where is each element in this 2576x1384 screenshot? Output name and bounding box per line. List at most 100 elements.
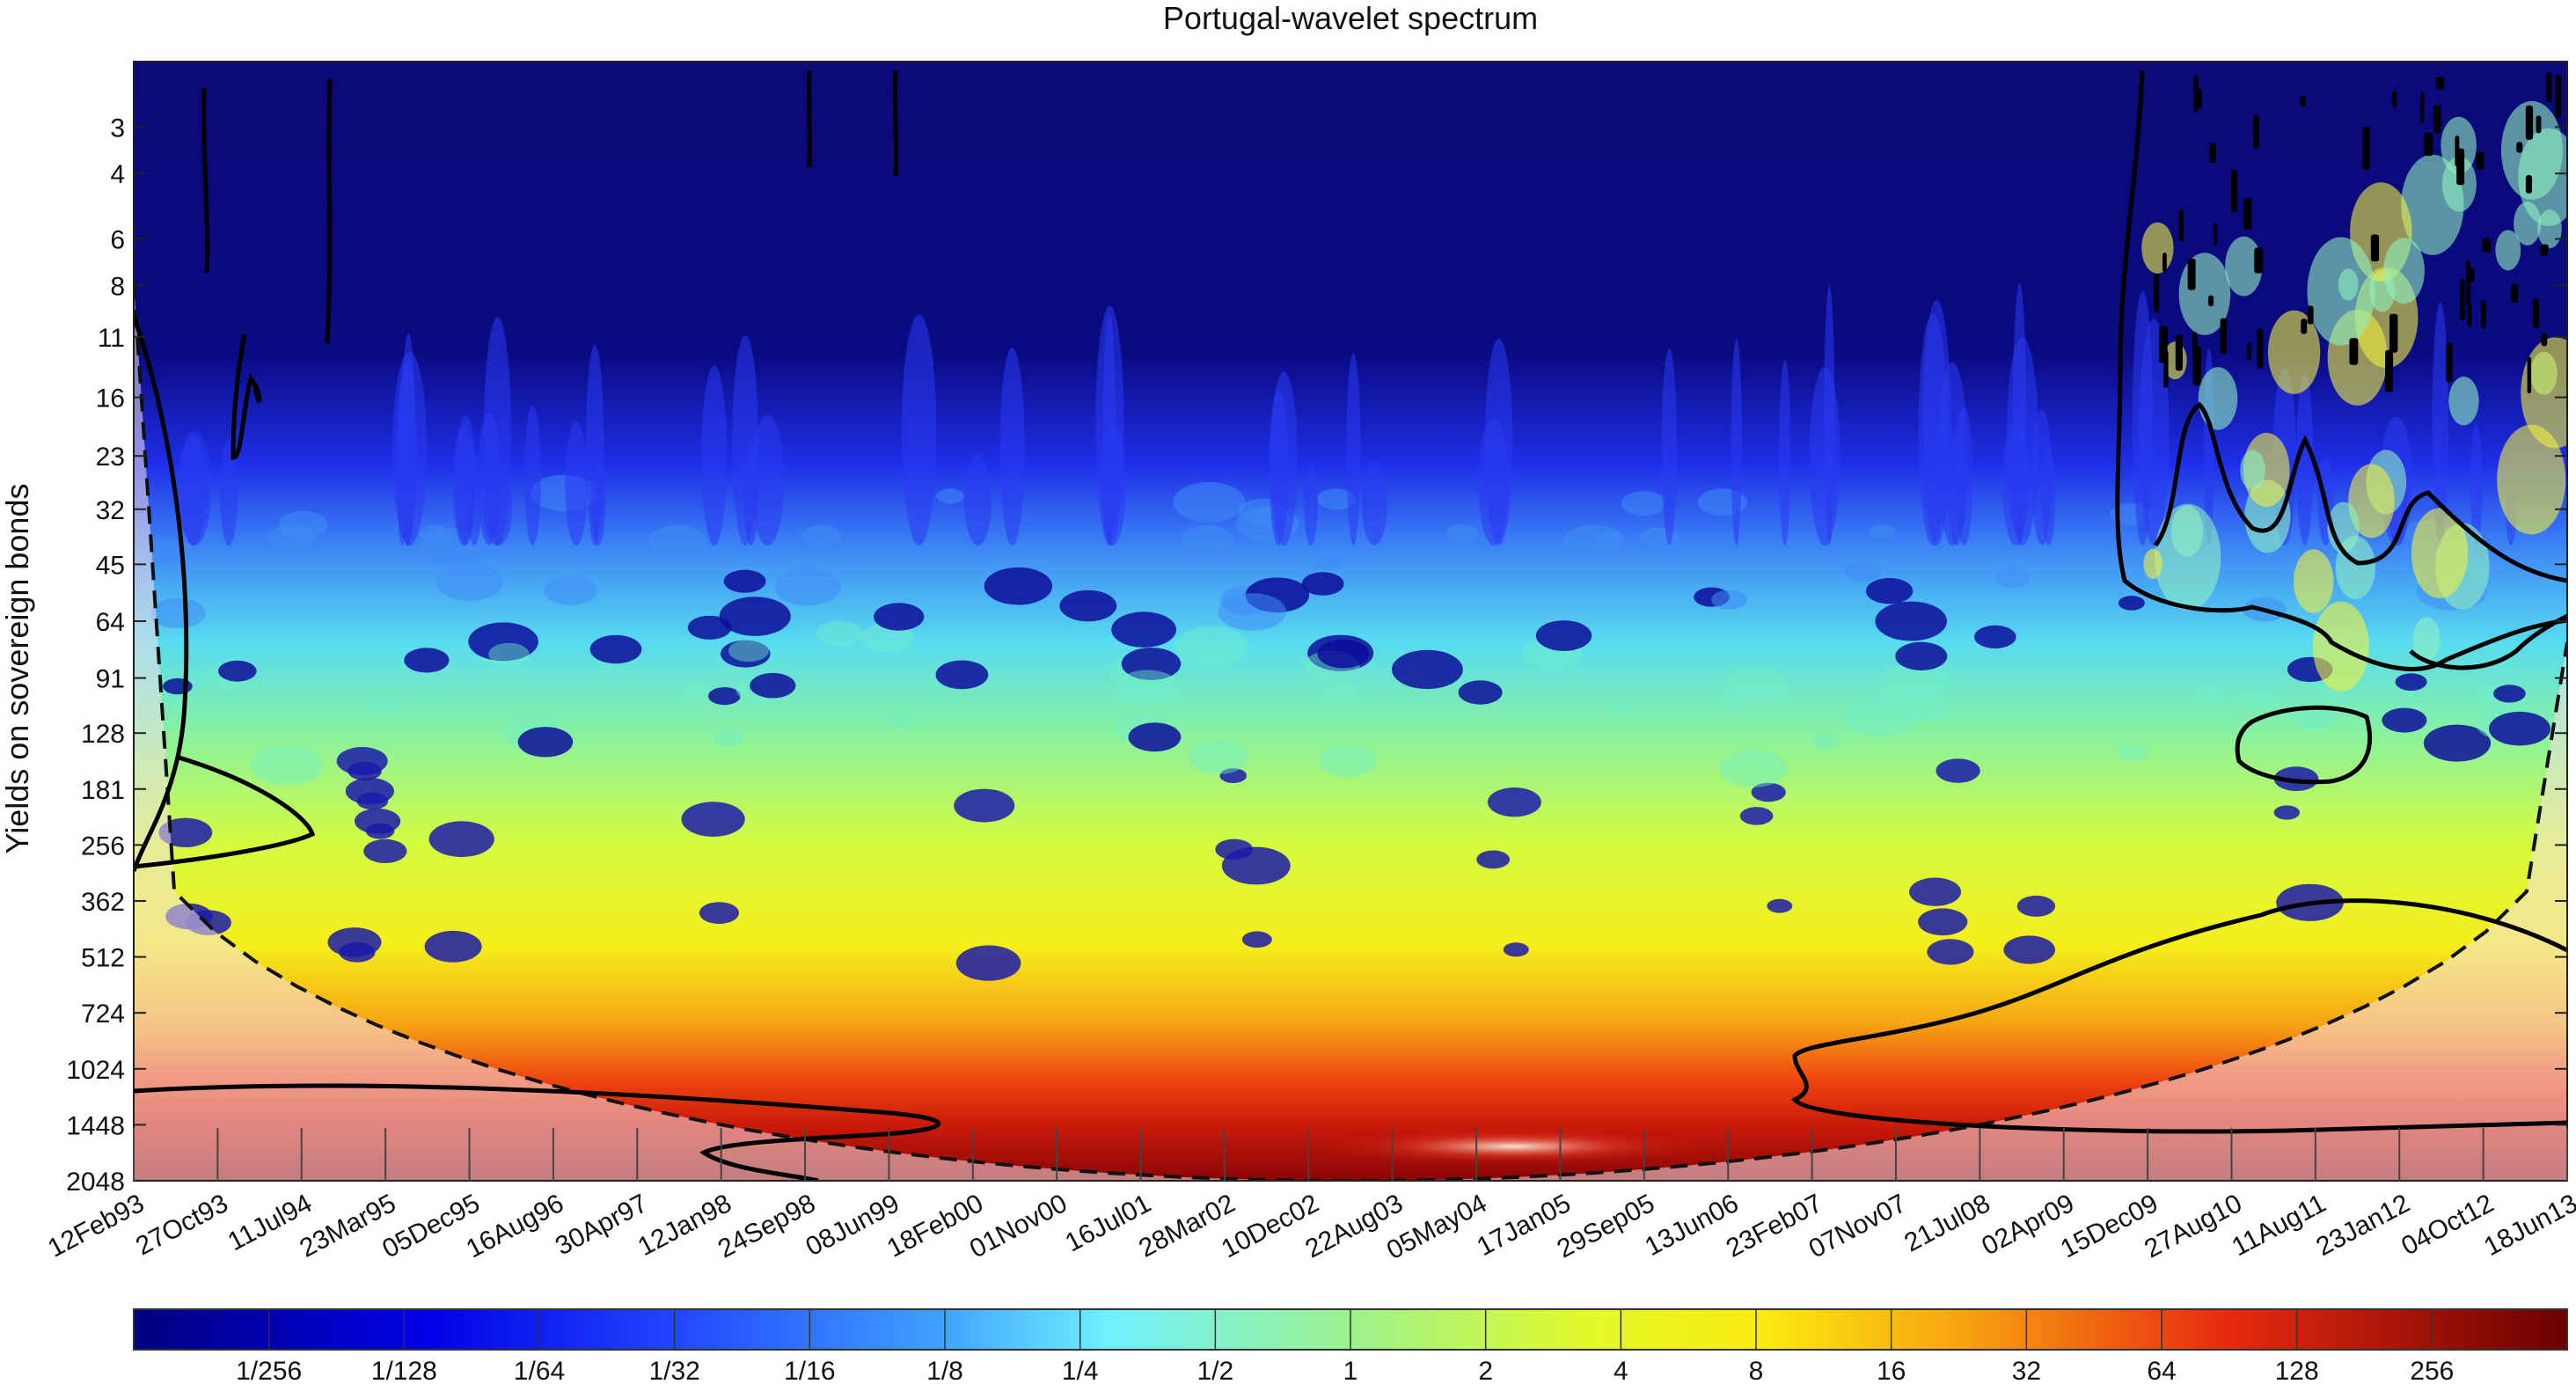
spectrum-blob-143	[1116, 670, 1180, 706]
spectrum-plume-40	[999, 348, 1025, 546]
spectrum-plume-43	[1824, 285, 1835, 546]
colorbar-label-1: 1/128	[371, 1357, 437, 1384]
y-tick-label-0: 3	[110, 114, 125, 143]
spectrum-background	[134, 62, 2567, 1181]
contour-early-5	[892, 70, 899, 177]
spectrum-blob-45	[404, 648, 450, 673]
spectrum-blob-96	[1596, 531, 1626, 548]
spectrum-blob-101	[723, 569, 766, 593]
spectrum-blob-50	[348, 761, 382, 781]
crisis-power-22	[2383, 238, 2425, 304]
colorbar-label-3: 1/32	[648, 1357, 699, 1384]
crisis-power-0	[2267, 310, 2321, 394]
y-tick-label-19: 2048	[66, 1168, 125, 1197]
spectrum-blob-47	[1879, 662, 1950, 700]
spectrum-blob-80	[436, 564, 503, 601]
crisis-mark-12	[2192, 346, 2201, 386]
spectrum-blob-117	[2395, 673, 2427, 691]
significance-contours	[134, 70, 2567, 1181]
crisis-mark-19	[2555, 75, 2562, 119]
spectrum-blob-23	[713, 729, 744, 747]
crisis-mark-16	[2257, 328, 2264, 369]
spectrum-blob-149	[719, 597, 791, 636]
spectrum-blob-127	[1726, 667, 1788, 701]
spectrum-blob-76	[936, 488, 964, 504]
colorbar-label-5: 1/8	[926, 1357, 963, 1384]
spectrum-blob-141	[687, 615, 732, 640]
spectrum-blob-29	[1875, 601, 1947, 641]
crisis-mark-41	[2154, 273, 2159, 312]
y-tick-label-7: 32	[96, 496, 125, 525]
spectrum-blob-39	[2116, 743, 2148, 761]
spectrum-blob-102	[955, 945, 1021, 981]
colorbar-label-15: 128	[2275, 1357, 2319, 1384]
spectrum-blob-105	[874, 603, 925, 631]
spectrum-blob-136	[1869, 524, 1895, 539]
spectrum-plume-41	[1922, 299, 1951, 546]
spectrum-plume-27	[524, 405, 541, 546]
chart-title: Portugal-wavelet spectrum	[1163, 0, 1538, 36]
crisis-mark-23	[2214, 223, 2218, 245]
spectrum-blob-126	[1221, 846, 1291, 885]
spectrum-plume-56	[1955, 406, 1973, 546]
spectrum-blob-26	[1909, 877, 1961, 906]
x-tick-label-1: 27Oct93	[131, 1189, 233, 1261]
x-tick-label-18: 29Sep05	[1553, 1189, 1660, 1264]
spectrum-blob-77	[1895, 641, 1948, 670]
spectrum-blobs	[145, 100, 2567, 981]
spectrum-blob-63	[1188, 741, 1248, 774]
spectrum-plume-33	[1362, 459, 1387, 546]
x-tick-label-22: 21Jul08	[1899, 1189, 1994, 1257]
spectrum-blob-115	[887, 712, 915, 729]
crisis-power-39	[2521, 337, 2567, 449]
y-tick-label-8: 45	[96, 551, 125, 580]
contour-crisis-inner	[2153, 401, 2567, 583]
spectrum-blob-111	[1719, 750, 1788, 787]
spectrum-blob-41	[1301, 572, 1344, 596]
crisis-mark-54	[2391, 91, 2397, 108]
spectrum-blob-36	[1711, 589, 1747, 610]
y-tick-label-12: 181	[81, 776, 125, 805]
spectrum-blob-119	[728, 639, 770, 663]
y-tick-label-4: 11	[98, 324, 125, 353]
spectrum-blob-65	[2493, 685, 2526, 703]
contour-early-1	[201, 87, 210, 274]
spectrum-blob-147	[364, 696, 401, 717]
crisis-mark-13	[2307, 305, 2314, 325]
spectrum-blob-6	[1476, 850, 1511, 869]
crisis-contour-marks	[2154, 72, 2562, 394]
spectrum-blob-9	[589, 634, 642, 664]
spectrum-blob-124	[420, 524, 450, 542]
spectrum-plume-50	[1270, 371, 1298, 546]
spectrum-blob-146	[363, 838, 407, 864]
y-tick-label-2: 6	[110, 226, 125, 255]
spectrum-blob-133	[1865, 578, 1914, 604]
x-tick-label-5: 16Aug96	[462, 1189, 569, 1264]
spectrum-plume-6	[701, 365, 728, 546]
contour-crisis-island	[2235, 705, 2373, 785]
spectrum-blob-93	[935, 660, 989, 690]
crisis-mark-49	[2476, 151, 2485, 170]
spectrum-blob-113	[2489, 711, 2550, 746]
spectrum-blob-118	[1767, 898, 1793, 913]
spectrum-blob-61	[1458, 680, 1503, 705]
x-tick-label-27: 23Jan12	[2311, 1189, 2414, 1262]
crisis-mark-8	[2187, 258, 2196, 290]
crisis-mark-51	[2301, 319, 2308, 334]
spectrum-blob-34	[2273, 805, 2300, 820]
crisis-mark-53	[2220, 318, 2228, 354]
contour-crisis-upper	[2115, 70, 2567, 671]
spectrum-plume-29	[565, 421, 588, 546]
crisis-mark-0	[2525, 105, 2534, 140]
spectrum-blob-120	[278, 510, 328, 538]
crisis-mark-28	[2540, 244, 2549, 256]
colorbar-label-16: 256	[2410, 1357, 2454, 1384]
crisis-power-27	[2143, 548, 2163, 579]
spectrum-blob-10	[1739, 807, 1774, 825]
crisis-mark-35	[2370, 234, 2380, 262]
spectrum-blob-86	[356, 792, 389, 810]
crisis-power-20	[2154, 503, 2221, 611]
spectrum-blob-139	[1811, 733, 1840, 750]
spectrum-plume-17	[750, 414, 785, 546]
crisis-mark-7	[2362, 126, 2370, 171]
